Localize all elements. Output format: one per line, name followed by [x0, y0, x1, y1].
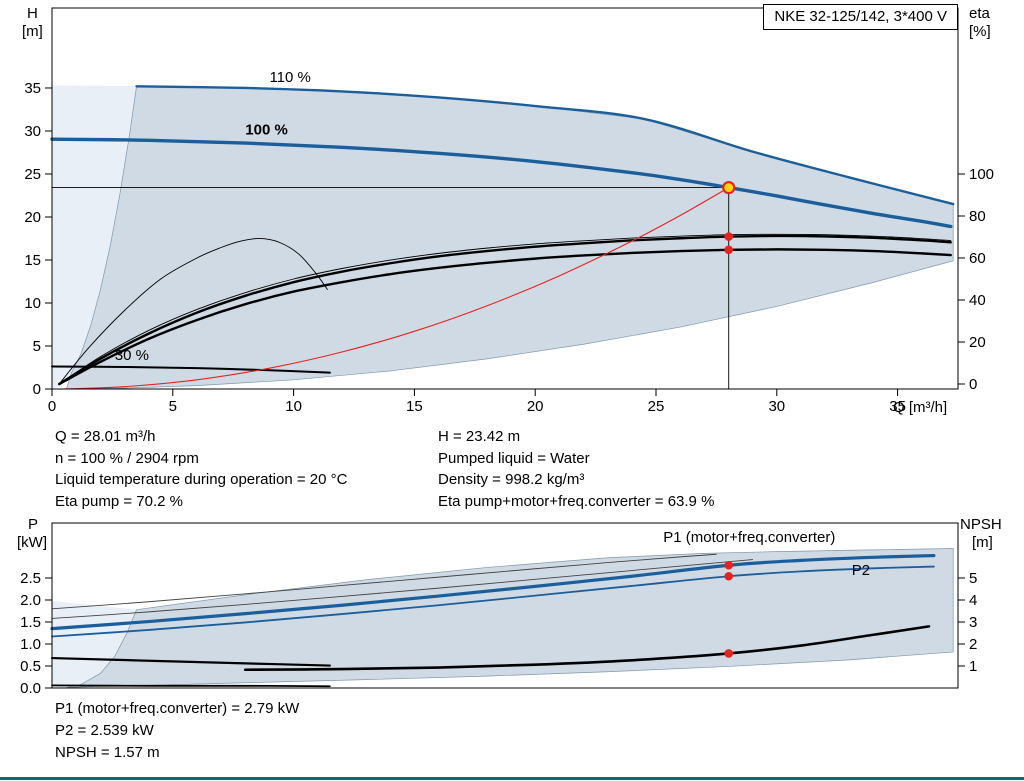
right-tick-label: 2: [969, 636, 977, 653]
axis-label-p: P: [28, 516, 39, 533]
y-tick-label: 1.0: [20, 636, 41, 653]
info-density: Density = 998.2 kg/m³: [438, 471, 585, 488]
curve-100pct: [50, 137, 953, 229]
x-tick-label: 15: [406, 398, 423, 415]
power-30pct-curve: [50, 656, 331, 667]
axis-label-p-unit: [kW]: [17, 534, 47, 551]
hq-chart[interactable]: 0 5 10 15 20 25 30 35 0 20 40 60 80 100 0 5 10 15 20 25 30 35…: [0, 0, 1024, 420]
result-p1: P1 (motor+freq.converter) = 2.79 kW: [55, 700, 300, 717]
eta-30pct-curve: [58, 238, 328, 385]
affinity-curve: [63, 187, 730, 390]
right-tick-label: 1: [969, 658, 977, 675]
right-tick-label: 4: [969, 592, 977, 609]
right-tick-label: 80: [969, 208, 986, 225]
y-tick-label: 1.5: [20, 614, 41, 631]
y-tick-label: 5: [33, 338, 41, 355]
p1-dot: [724, 560, 734, 570]
info-liquid: Pumped liquid = Water: [438, 449, 590, 467]
y-tick-label: 15: [24, 252, 41, 269]
power-thin-a: [51, 553, 717, 610]
y-tick-label: 20: [24, 209, 41, 226]
duty-info-left: Q = 28.01 m³/h n = 100 % / 2904 rpm Liqu…: [55, 426, 347, 512]
right-tick-label: 3: [969, 614, 977, 631]
right-tick-label: 20: [969, 334, 986, 351]
pump-model-label: NKE 32-125/142, 3*400 V: [763, 4, 958, 30]
result-p2: P2 = 2.539 kW: [55, 722, 154, 739]
eta-total-dot: [724, 245, 734, 255]
y-tick-label: 30: [24, 123, 41, 140]
info-eta-total: Eta pump+motor+freq.converter = 63.9 %: [438, 492, 715, 510]
right-tick-label: 5: [969, 570, 977, 587]
info-speed: n = 100 % / 2904 rpm: [55, 449, 199, 467]
right-tick-label: 0: [969, 376, 977, 393]
curve-30pct: [51, 365, 331, 374]
y-tick-label: 0.5: [20, 658, 41, 675]
curve-label: 100 %: [245, 121, 288, 138]
p2-curve: [51, 565, 935, 638]
y-tick-label: 2.0: [20, 592, 41, 609]
result-panel: P1 (motor+freq.converter) = 2.79 kW P2 =…: [55, 698, 299, 764]
y-tick-label: 10: [24, 295, 41, 312]
power-thin-b: [51, 559, 754, 619]
curve-label: 110 %: [269, 69, 310, 86]
y-tick-label: 25: [24, 166, 41, 183]
curve-label: 30 %: [115, 347, 149, 364]
axis-label-h-unit: [m]: [22, 23, 43, 40]
info-head: H = 23.42 m: [438, 428, 521, 445]
axis-label-h: H: [27, 5, 38, 22]
x-tick-label: 35: [889, 398, 906, 415]
eta-pump-dot: [724, 232, 734, 241]
result-npsh: NPSH = 1.57 m: [55, 744, 160, 761]
plot-border: [51, 522, 959, 689]
eta-thin-curve: [58, 233, 952, 385]
y-tick-label: 2.5: [20, 570, 41, 587]
npsh-dot: [724, 649, 734, 658]
y-tick-label: 35: [24, 80, 41, 97]
duty-info-right: H = 23.42 m Pumped liquid = Water Densit…: [438, 426, 714, 512]
axis-label-npsh: NPSH: [960, 516, 1002, 533]
x-tick-label: 10: [285, 398, 302, 415]
right-tick-label: 100: [969, 166, 994, 183]
y-tick-label: 0.0: [20, 680, 41, 697]
bottom-border: [0, 777, 1024, 780]
power-low-curve: [51, 684, 331, 688]
duty-point-marker[interactable]: [722, 180, 736, 195]
eta-total-curve: [58, 248, 952, 386]
info-temperature: Liquid temperature during operation = 20…: [55, 471, 348, 488]
npsh-curve: [243, 625, 931, 672]
plot-border: [51, 7, 959, 390]
operating-envelope: [66, 85, 954, 390]
axis-label-eta-unit: [%]: [969, 23, 991, 40]
p1-curve: [50, 553, 936, 631]
axis-label-npsh-unit: [m]: [972, 534, 993, 551]
x-tick-label: 25: [648, 398, 665, 415]
right-tick-label: 40: [969, 292, 986, 309]
curve-110pct: [135, 85, 955, 206]
eta-pump-curve: [58, 234, 952, 386]
axis-label-eta: eta: [969, 5, 990, 22]
y-tick-label: 0: [33, 381, 41, 398]
right-tick-label: 60: [969, 250, 986, 267]
p2-dot: [724, 571, 734, 581]
curve-label: P1 (motor+freq.converter): [663, 529, 835, 546]
info-flow: Q = 28.01 m³/h: [55, 428, 156, 445]
info-eta-pump: Eta pump = 70.2 %: [55, 492, 183, 510]
x-tick-label: 30: [768, 398, 785, 415]
curve-label: P2: [852, 562, 870, 579]
x-tick-label: 0: [48, 398, 56, 415]
power-npsh-chart[interactable]: 0.0 0.5 1.0 1.5 2.0 2.5 1 2 3 4 5 P1 (motor+freq.co…: [0, 510, 1024, 715]
speed-range-light: [52, 85, 137, 390]
axis-label-q: Q [m³/h]: [893, 399, 948, 416]
x-tick-label: 5: [169, 398, 177, 415]
x-tick-label: 20: [527, 398, 544, 415]
